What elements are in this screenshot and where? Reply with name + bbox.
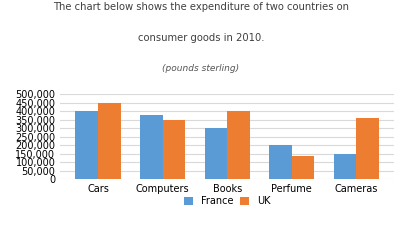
Bar [140,115,162,179]
Bar [204,128,227,179]
Text: (pounds sterling): (pounds sterling) [162,64,239,73]
Bar [98,103,120,179]
Bar [162,120,185,179]
Bar [291,156,314,179]
Text: The chart below shows the expenditure of two countries on: The chart below shows the expenditure of… [53,2,348,12]
Bar [268,145,291,179]
Bar [355,118,378,179]
Bar [227,110,249,179]
Bar [75,111,98,179]
Legend: France, UK: France, UK [179,192,274,210]
Text: consumer goods in 2010.: consumer goods in 2010. [138,33,263,43]
Bar [333,154,355,179]
